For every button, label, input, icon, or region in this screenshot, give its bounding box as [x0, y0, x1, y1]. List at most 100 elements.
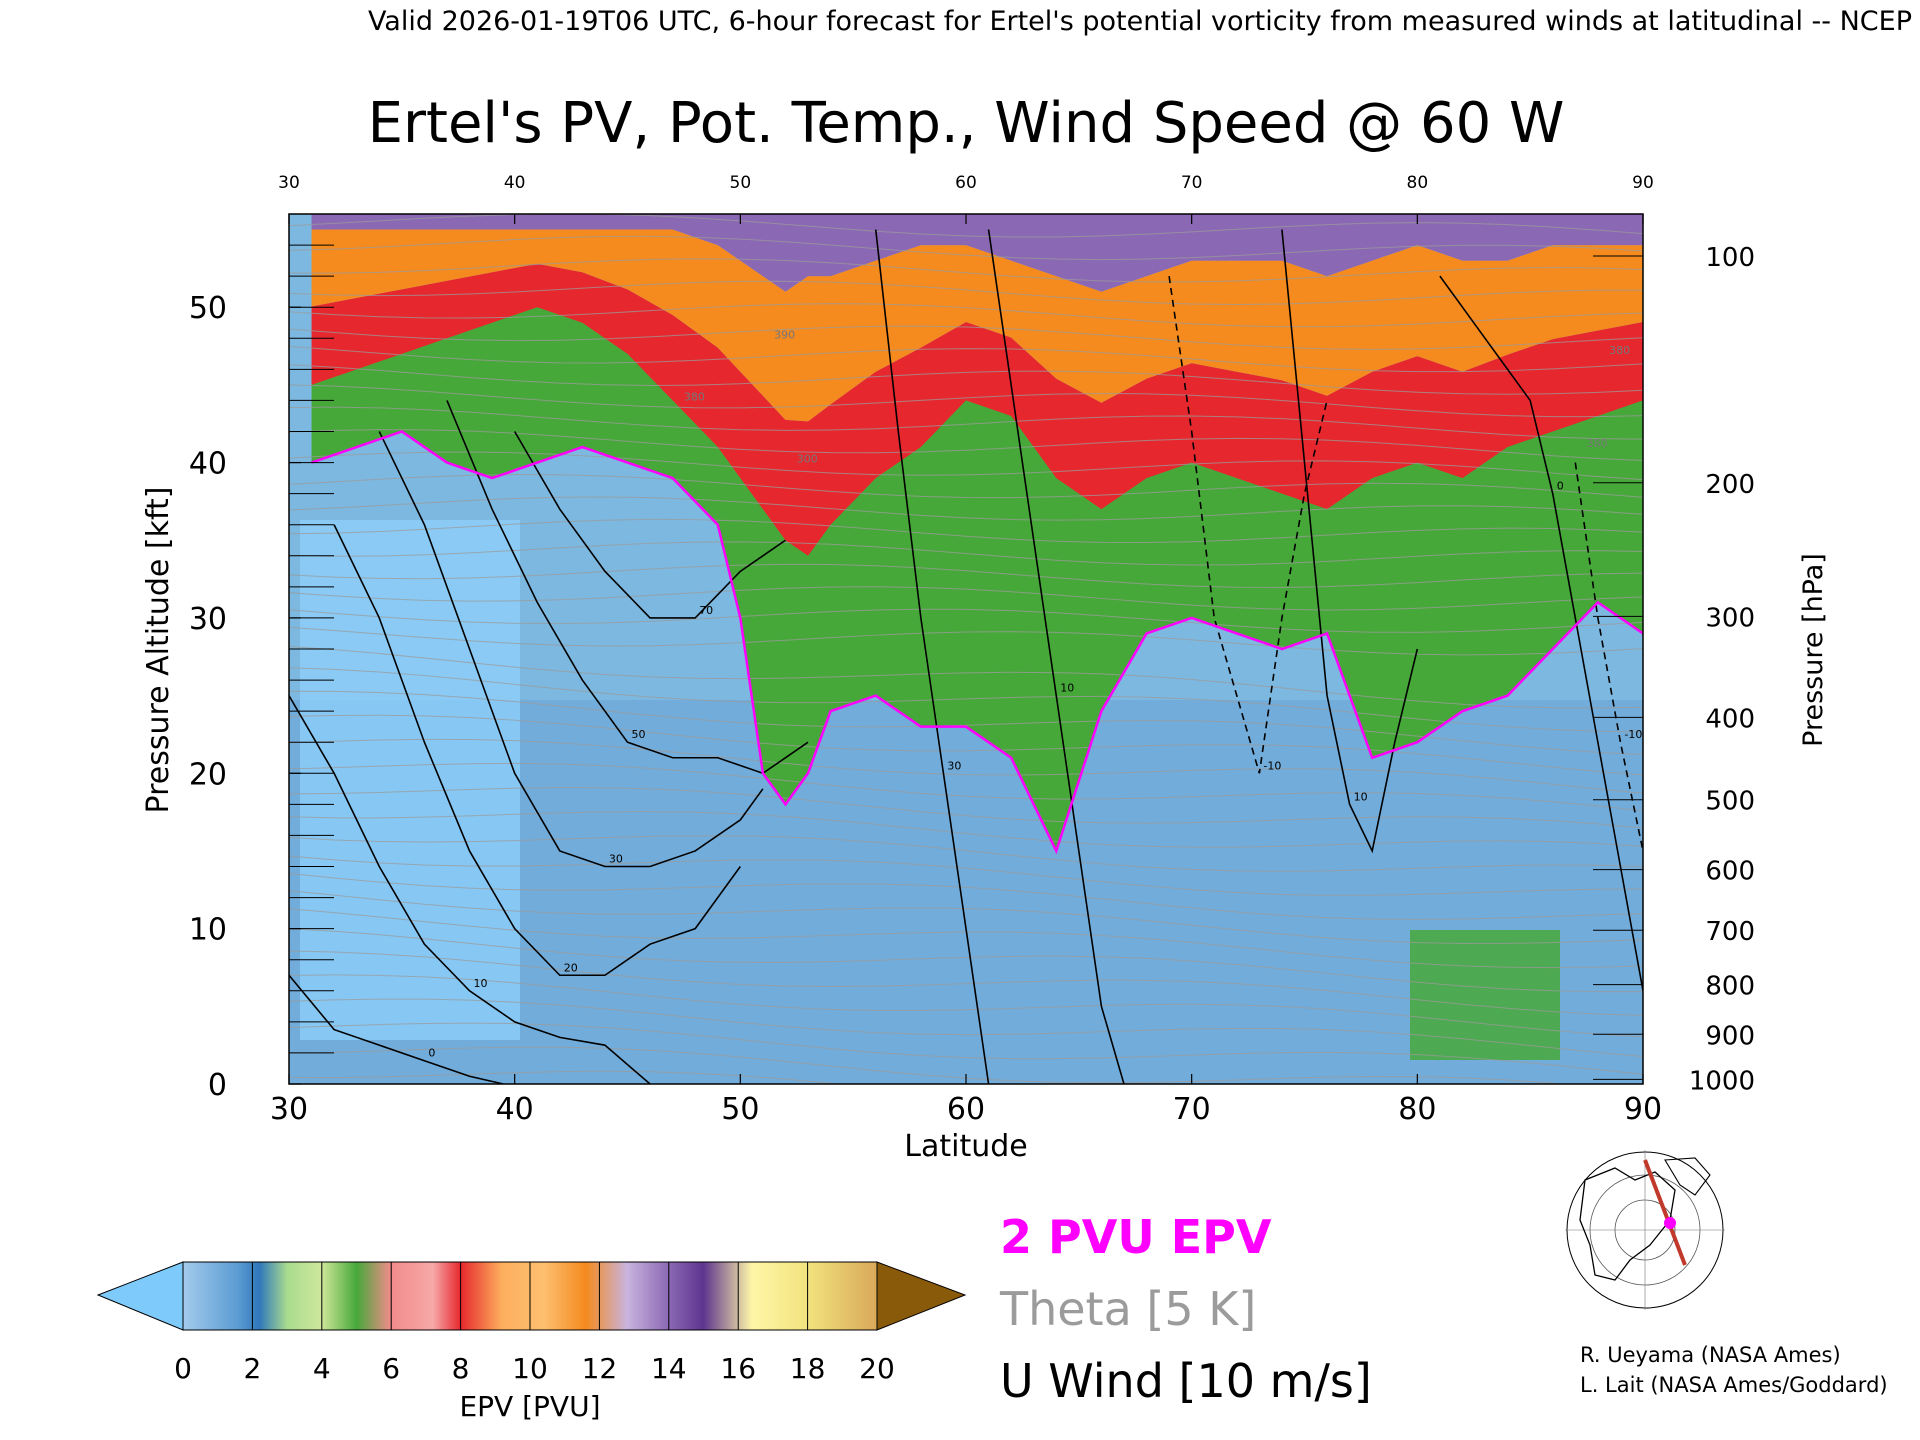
wind-contour-label: 50	[632, 728, 646, 741]
wind-contour-line	[333, 524, 741, 977]
y-right-tick-label: 600	[1705, 857, 1755, 887]
y-right-tick-label: 400	[1705, 704, 1755, 734]
theta-line	[289, 690, 1643, 756]
colorbar-tick-label: 16	[720, 1352, 756, 1385]
theta-line	[289, 890, 1643, 944]
wind-contour-label: -10	[1263, 759, 1281, 772]
pv2-contour	[311, 430, 1643, 855]
header-text: Valid 2026-01-19T06 UTC, 6-hour forecast…	[368, 6, 1912, 37]
map-coastline	[1579, 1167, 1676, 1281]
theta-line	[289, 974, 1643, 1038]
theta-line	[289, 364, 1643, 395]
theta-label: 380	[1609, 344, 1630, 357]
chart-title: Ertel's PV, Pot. Temp., Wind Speed @ 60 …	[368, 91, 1565, 156]
colorbar-label: EPV [PVU]	[459, 1390, 600, 1423]
x-axis-label: Latitude	[904, 1129, 1027, 1164]
pv-field: 0 10 20 30 50 70 30 10 -10 10 0 -10 390 380 300 380 380	[289, 214, 1643, 1084]
colorbar-tick-label: 6	[382, 1352, 400, 1385]
theta-line	[289, 406, 1643, 440]
arctic-low-pv-blob	[1410, 930, 1560, 1060]
wind-contour-line	[513, 431, 786, 619]
theta-line	[289, 950, 1643, 1016]
wind-contour-label: 10	[1354, 790, 1368, 803]
wind-contour-line	[289, 974, 504, 1084]
theta-line	[289, 586, 1643, 611]
wind-contour-label: -10	[1624, 728, 1642, 741]
wind-contour-label: 10	[474, 977, 488, 990]
theta-line	[289, 563, 1643, 588]
theta-line	[289, 998, 1643, 1057]
x-tick-label: 80	[1398, 1092, 1436, 1127]
location-marker	[1664, 1217, 1676, 1229]
theta-line	[289, 258, 1643, 283]
wind-contour-label: 30	[947, 759, 961, 772]
x-tick-label: 70	[1173, 1092, 1211, 1127]
theta-label: 300	[797, 453, 818, 466]
theta-line	[289, 1070, 843, 1084]
colorbar-tick-label: 2	[243, 1352, 261, 1385]
theta-line	[289, 738, 1643, 794]
colorbar-tick-label: 10	[512, 1352, 548, 1385]
theta-line	[289, 608, 1643, 633]
colorbar-tick-label: 8	[452, 1352, 470, 1385]
x-tick-label: 30	[270, 1092, 308, 1127]
colorbar-tick-label: 12	[582, 1352, 618, 1385]
theta-line	[289, 1022, 1643, 1075]
wind-contour-label: 0	[1557, 480, 1564, 493]
y-tick-label: 30	[189, 602, 227, 637]
y-tick-label: 40	[189, 447, 227, 482]
theta-line	[289, 280, 1643, 305]
theta-line	[289, 835, 1643, 872]
header-bar: Valid 2026-01-19T06 UTC, 6-hour forecast…	[368, 6, 1912, 37]
y-right-tick-label: 500	[1705, 787, 1755, 817]
x-top-tick-label: 80	[1407, 173, 1429, 193]
x-top-tick-label: 30	[278, 173, 300, 193]
section-line	[1643, 1159, 1687, 1266]
colorbar-tick-label: 0	[174, 1352, 192, 1385]
theta-label: 380	[1587, 437, 1608, 450]
y-right-tick-label: 700	[1705, 917, 1755, 947]
wind-contour-label: 70	[699, 604, 713, 617]
colorbar-high-arrow	[876, 1261, 967, 1331]
colorbar-dividers	[251, 1262, 809, 1330]
theta-line	[289, 345, 1643, 373]
y-right-tick-label: 1000	[1689, 1066, 1755, 1096]
theta-line	[289, 429, 1643, 461]
y-tick-label: 50	[189, 291, 227, 326]
y-right-tick-label: 100	[1705, 243, 1755, 273]
wind-contour-label: 30	[609, 853, 623, 866]
theta-line	[289, 855, 1643, 896]
wind-contour-label: 10	[1060, 682, 1074, 695]
theta-line	[289, 235, 1643, 261]
x-top-tick-label: 40	[504, 173, 526, 193]
x-top-tick-label: 70	[1181, 173, 1203, 193]
y-axis-right: 100 200 300 400 500 600 700 800 900 1000	[1593, 243, 1755, 1096]
legend-wind: U Wind [10 m/s]	[1000, 1354, 1372, 1408]
x-tick-label: 50	[721, 1092, 759, 1127]
theta-line	[289, 626, 1643, 656]
wind-contour-line	[874, 229, 990, 1084]
wind-contour-line	[1281, 229, 1419, 854]
theta-line	[289, 541, 1643, 566]
x-axis-top: 30 40 50 60 70 80 90	[278, 173, 1654, 224]
colorbar-low-arrow	[96, 1261, 184, 1331]
credits: R. Ueyama (NASA Ames) L. Lait (NASA Ames…	[1580, 1340, 1888, 1400]
theta-line	[289, 667, 1643, 733]
wind-contour-line	[378, 431, 764, 868]
y-tick-label: 0	[208, 1068, 227, 1103]
x-tick-label: 90	[1624, 1092, 1662, 1127]
theta-line	[289, 518, 1643, 544]
y-tick-label: 20	[189, 757, 227, 792]
theta-line	[289, 872, 1643, 920]
wind-contour-line	[289, 695, 651, 1084]
wind-contour-line	[1574, 462, 1643, 852]
y-right-tick-label: 300	[1705, 603, 1755, 633]
wind-contour-line	[1439, 275, 1643, 991]
u-wind-contours: 0 10 20 30 50 70 30 10 -10 10 0 -10	[289, 229, 1643, 1084]
theta-labels: 390 380 300 380 380	[684, 328, 1630, 465]
colorbar-ticks: 0 2 4 6 8 10 12 14 16 18 20	[174, 1352, 895, 1385]
theta-line	[289, 714, 1643, 776]
colorbar-tick-label: 18	[790, 1352, 826, 1385]
wind-contour-label: 20	[564, 961, 578, 974]
